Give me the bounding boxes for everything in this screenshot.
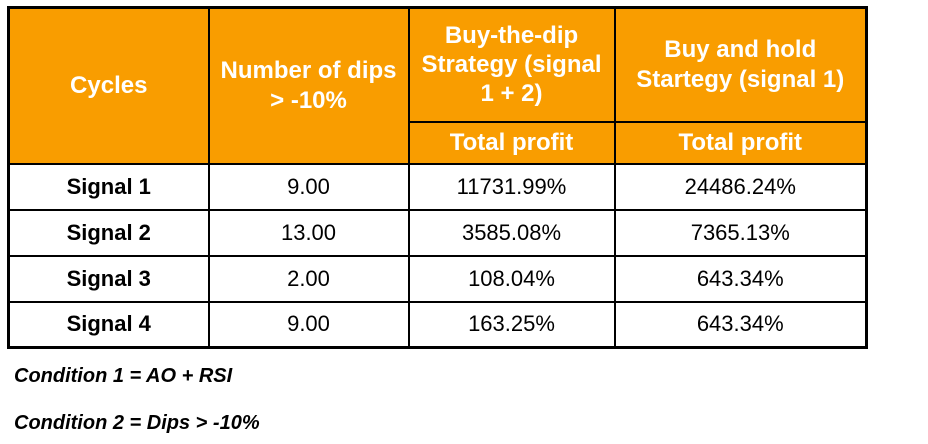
cell-bah-profit: 643.34% [613,300,868,349]
cell-dips-count: 9.00 [207,162,410,211]
strategy-comparison-table: Cycles Number of dips > -10% Buy-the-dip… [7,6,868,349]
header-cycles: Cycles [7,6,210,165]
cell-signal-name: Signal 1 [7,162,210,211]
cell-btd-profit: 108.04% [407,254,616,303]
cell-bah-profit: 24486.24% [613,162,868,211]
footnotes: Condition 1 = AO + RSI Condition 2 = Dip… [14,366,260,444]
cell-dips-count: 13.00 [207,208,410,257]
cell-btd-profit: 11731.99% [407,162,616,211]
condition-1-note: Condition 1 = AO + RSI [14,365,233,387]
cell-bah-profit: 7365.13% [613,208,868,257]
table-row: Signal 3 2.00 108.04% 643.34% [7,254,868,303]
header-buy-the-dip-strategy: Buy-the-dip Strategy (signal 1 + 2) [407,6,616,123]
cell-bah-profit: 643.34% [613,254,868,303]
table-row: Signal 4 9.00 163.25% 643.34% [7,300,868,349]
table-row: Signal 1 9.00 11731.99% 24486.24% [7,162,868,211]
header-buy-and-hold-strategy: Buy and hold Startegy (signal 1) [613,6,868,123]
subheader-bah-total-profit: Total profit [613,120,868,165]
cell-signal-name: Signal 4 [7,300,210,349]
header-number-of-dips: Number of dips > -10% [207,6,410,165]
cell-dips-count: 2.00 [207,254,410,303]
cell-btd-profit: 163.25% [407,300,616,349]
table-body: Signal 1 9.00 11731.99% 24486.24% Signal… [7,162,868,349]
cell-signal-name: Signal 3 [7,254,210,303]
table-row: Signal 2 13.00 3585.08% 7365.13% [7,208,868,257]
cell-signal-name: Signal 2 [7,208,210,257]
condition-2-note: Condition 2 = Dips > -10% [14,412,260,434]
cell-dips-count: 9.00 [207,300,410,349]
table-header: Cycles Number of dips > -10% Buy-the-dip… [7,6,868,165]
subheader-btd-total-profit: Total profit [407,120,616,165]
cell-btd-profit: 3585.08% [407,208,616,257]
